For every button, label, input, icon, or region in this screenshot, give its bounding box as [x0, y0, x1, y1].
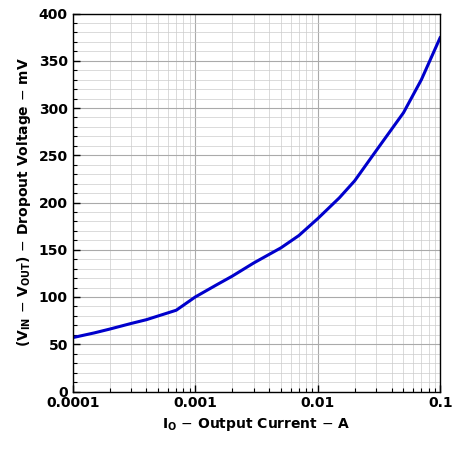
Y-axis label: (V$_{\mathbf{IN}}$ $-$ V$_{\mathbf{OUT}}$) $-$ Dropout Voltage $-$ mV: (V$_{\mathbf{IN}}$ $-$ V$_{\mathbf{OUT}}…	[15, 58, 33, 347]
X-axis label: I$_{\mathbf{O}}$ $-$ Output Current $-$ A: I$_{\mathbf{O}}$ $-$ Output Current $-$ …	[162, 416, 351, 433]
